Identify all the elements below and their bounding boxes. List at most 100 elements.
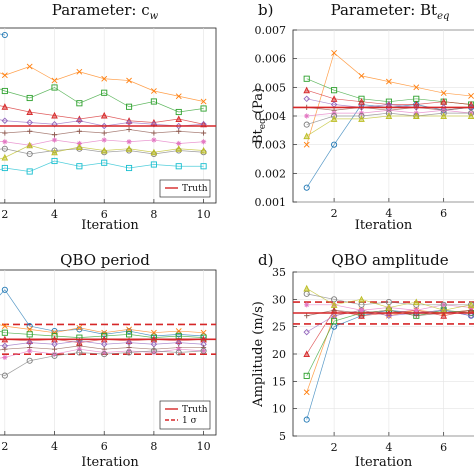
data-point xyxy=(150,88,157,94)
panel-label: d) xyxy=(258,251,273,269)
data-point xyxy=(467,112,474,120)
data-point xyxy=(358,307,365,313)
y-tick-label: 0.007 xyxy=(255,24,287,37)
y-tick-label: 0.001 xyxy=(255,196,287,209)
data-point xyxy=(150,347,157,354)
data-point xyxy=(76,346,82,352)
series-line xyxy=(306,293,472,306)
data-point xyxy=(303,132,311,140)
data-point xyxy=(27,348,33,354)
data-point xyxy=(26,94,33,102)
x-tick-label: 6 xyxy=(101,440,108,453)
data-point xyxy=(303,121,310,128)
data-point xyxy=(358,72,365,79)
series-line xyxy=(0,345,204,351)
data-point xyxy=(175,93,182,100)
data-point xyxy=(100,111,108,119)
data-point xyxy=(330,301,338,308)
y-tick-label: 0.006 xyxy=(255,53,287,66)
data-point xyxy=(26,323,33,330)
data-point xyxy=(51,351,58,357)
data-point xyxy=(101,329,108,336)
data-point xyxy=(1,145,8,152)
data-point xyxy=(1,329,8,336)
data-point xyxy=(200,146,207,154)
data-point xyxy=(358,312,365,319)
data-point xyxy=(76,324,83,331)
y-tick-label: 0.005 xyxy=(255,81,287,94)
data-point xyxy=(1,323,8,330)
x-tick-label: 8 xyxy=(150,208,157,221)
y-axis-label: Bteq (Pa) xyxy=(251,88,268,144)
data-point xyxy=(101,89,108,96)
data-point xyxy=(176,346,182,352)
series-line xyxy=(0,119,204,127)
data-point xyxy=(126,77,132,84)
data-point xyxy=(2,130,8,136)
data-point xyxy=(467,312,474,319)
data-point xyxy=(51,77,58,84)
plot-frame xyxy=(0,27,217,204)
series-line xyxy=(0,160,204,172)
data-point xyxy=(385,112,393,120)
x-tick-label: 6 xyxy=(440,441,447,454)
data-point xyxy=(200,163,207,170)
data-point xyxy=(303,75,310,82)
data-point xyxy=(26,150,33,158)
panel-2: 2 4 6 0.001 0.002 0.003 0.004 0.005 0.006 0.007 Pa… xyxy=(251,1,474,233)
data-point xyxy=(1,87,8,95)
data-point xyxy=(358,115,365,122)
data-point xyxy=(385,303,393,311)
series-line xyxy=(0,331,204,339)
panel-title: QBO period xyxy=(60,251,150,269)
data-point xyxy=(51,157,58,165)
data-point xyxy=(1,103,9,110)
x-tick-label: 10 xyxy=(197,440,211,453)
panel-title: Parameter: cw xyxy=(52,1,159,22)
series-line xyxy=(0,139,204,146)
data-point xyxy=(200,348,207,354)
data-point xyxy=(303,184,310,191)
series-line xyxy=(0,338,204,343)
series-line xyxy=(0,348,204,359)
data-point xyxy=(126,327,133,335)
data-point xyxy=(303,350,311,358)
data-point xyxy=(2,139,8,145)
data-point xyxy=(412,298,420,306)
data-point xyxy=(150,121,158,128)
data-point xyxy=(1,153,9,161)
y-axis-label: Amplitude (m/s) xyxy=(251,301,266,408)
data-point xyxy=(1,72,8,79)
data-point xyxy=(413,313,419,319)
data-point xyxy=(2,354,8,361)
data-point xyxy=(385,312,393,319)
panel-1: 2 4 6 8 10 Parameter: cw Iteration Truth xyxy=(0,1,217,233)
data-point xyxy=(150,161,157,168)
data-point xyxy=(76,117,83,124)
x-axis-label: Iteration xyxy=(355,218,413,233)
legend-label: Truth xyxy=(182,405,208,415)
data-point xyxy=(27,128,33,134)
data-point xyxy=(51,352,58,359)
data-point xyxy=(101,75,108,82)
data-point xyxy=(468,93,474,99)
data-point xyxy=(51,137,58,143)
series-line xyxy=(0,340,204,347)
data-point xyxy=(175,349,182,356)
data-point xyxy=(440,112,448,120)
data-point xyxy=(126,103,133,110)
data-point xyxy=(467,301,474,308)
data-point xyxy=(51,84,58,91)
data-point xyxy=(150,98,157,105)
series-line xyxy=(0,129,204,136)
data-point xyxy=(412,112,420,120)
data-point xyxy=(101,137,107,143)
x-tick-label: 2 xyxy=(331,207,338,220)
series-line xyxy=(0,350,204,376)
y-tick-label: 25 xyxy=(272,321,286,334)
data-point xyxy=(200,98,207,105)
data-point xyxy=(26,63,33,70)
panel-label: b) xyxy=(258,1,273,19)
